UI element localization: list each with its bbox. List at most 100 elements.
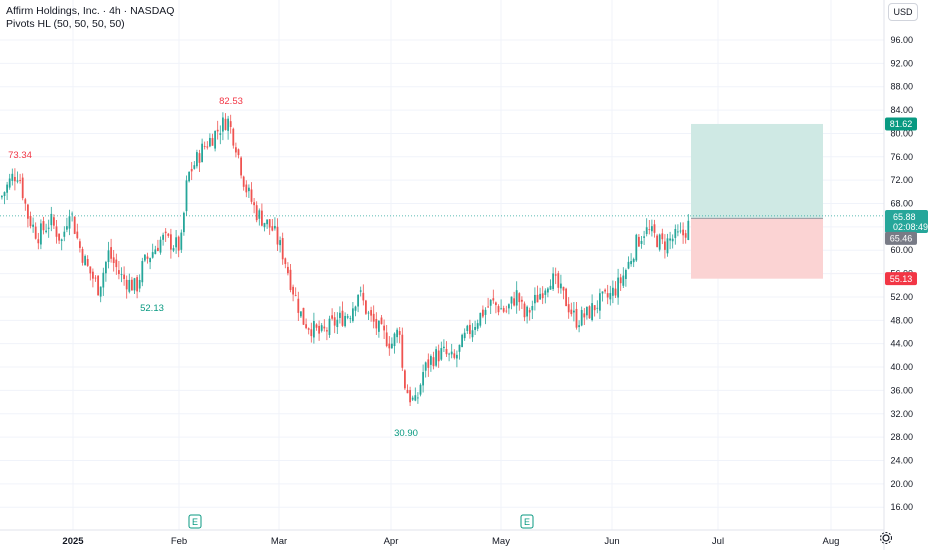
candle[interactable] xyxy=(570,302,573,317)
earnings-marker[interactable]: E xyxy=(188,514,202,529)
candle[interactable] xyxy=(120,267,123,283)
candle[interactable] xyxy=(302,307,305,325)
candle[interactable] xyxy=(445,341,448,357)
candle[interactable] xyxy=(547,287,549,298)
candle[interactable] xyxy=(406,384,409,394)
candle[interactable] xyxy=(136,274,138,299)
candle[interactable] xyxy=(253,197,255,214)
candle[interactable] xyxy=(513,291,515,307)
candle[interactable] xyxy=(232,127,235,149)
candle[interactable] xyxy=(346,313,349,320)
candle[interactable] xyxy=(177,235,180,258)
candle[interactable] xyxy=(367,310,370,321)
candle[interactable] xyxy=(656,233,658,248)
candle[interactable] xyxy=(34,222,37,240)
candle[interactable] xyxy=(81,246,84,266)
candle[interactable] xyxy=(141,257,144,287)
candle[interactable] xyxy=(497,304,500,316)
candle[interactable] xyxy=(669,231,671,250)
candle[interactable] xyxy=(528,307,531,321)
candle[interactable] xyxy=(222,112,224,141)
candle[interactable] xyxy=(469,319,471,339)
candle[interactable] xyxy=(42,216,45,235)
candle[interactable] xyxy=(391,337,393,349)
profit-zone[interactable] xyxy=(691,123,823,219)
candle[interactable] xyxy=(284,257,287,269)
candle[interactable] xyxy=(479,312,482,328)
candle[interactable] xyxy=(643,230,645,246)
candle[interactable] xyxy=(388,336,391,356)
candle[interactable] xyxy=(578,320,580,333)
gear-icon[interactable] xyxy=(879,531,893,545)
candle[interactable] xyxy=(94,275,97,282)
candle[interactable] xyxy=(250,182,253,205)
candle[interactable] xyxy=(383,319,385,340)
candle[interactable] xyxy=(591,294,593,322)
candle[interactable] xyxy=(105,260,107,282)
candle[interactable] xyxy=(53,214,55,229)
candle[interactable] xyxy=(583,307,586,326)
candle[interactable] xyxy=(580,306,583,327)
candle[interactable] xyxy=(6,181,8,201)
candle[interactable] xyxy=(292,284,294,302)
candle[interactable] xyxy=(435,346,437,368)
candle[interactable] xyxy=(133,277,136,295)
candle[interactable] xyxy=(461,333,463,348)
candle[interactable] xyxy=(110,238,112,263)
candle[interactable] xyxy=(323,319,326,332)
currency-button[interactable]: USD xyxy=(888,3,918,21)
earnings-marker[interactable]: E xyxy=(520,514,534,529)
candle[interactable] xyxy=(541,286,544,305)
candle[interactable] xyxy=(73,216,76,235)
candle[interactable] xyxy=(227,115,229,140)
candle[interactable] xyxy=(271,218,274,232)
candle[interactable] xyxy=(456,350,458,368)
candle[interactable] xyxy=(92,268,94,288)
candle[interactable] xyxy=(274,217,276,231)
candle[interactable] xyxy=(687,214,690,241)
candle[interactable] xyxy=(66,217,68,233)
candle[interactable] xyxy=(219,125,222,145)
candle[interactable] xyxy=(593,305,596,317)
candle[interactable] xyxy=(138,274,141,293)
candle[interactable] xyxy=(648,220,651,235)
candle[interactable] xyxy=(86,255,89,267)
candle[interactable] xyxy=(268,219,271,235)
candle[interactable] xyxy=(167,232,170,238)
candle[interactable] xyxy=(463,328,466,341)
candle[interactable] xyxy=(349,315,352,324)
candle[interactable] xyxy=(45,223,47,234)
candle[interactable] xyxy=(614,281,617,298)
candle[interactable] xyxy=(357,294,359,313)
candle[interactable] xyxy=(300,311,302,319)
candle[interactable] xyxy=(518,292,521,311)
candle[interactable] xyxy=(398,327,401,344)
candle[interactable] xyxy=(97,275,99,296)
candle[interactable] xyxy=(557,270,560,294)
candle[interactable] xyxy=(625,268,627,287)
candle[interactable] xyxy=(502,305,505,314)
candle[interactable] xyxy=(297,291,300,322)
candle[interactable] xyxy=(29,211,32,229)
candle[interactable] xyxy=(526,305,528,324)
candle[interactable] xyxy=(307,327,310,335)
candle[interactable] xyxy=(266,219,268,229)
candle[interactable] xyxy=(294,287,297,297)
candle[interactable] xyxy=(401,327,404,372)
candle[interactable] xyxy=(281,232,284,265)
candle[interactable] xyxy=(645,218,648,237)
candle[interactable] xyxy=(206,141,209,150)
candle[interactable] xyxy=(476,319,479,332)
candle[interactable] xyxy=(653,219,656,238)
candle[interactable] xyxy=(40,219,42,250)
candle[interactable] xyxy=(521,296,523,310)
candle[interactable] xyxy=(214,130,216,152)
candle[interactable] xyxy=(107,241,110,269)
candle[interactable] xyxy=(50,206,53,232)
candle[interactable] xyxy=(318,320,320,341)
candle[interactable] xyxy=(409,386,411,407)
candle[interactable] xyxy=(248,184,250,199)
candle[interactable] xyxy=(154,245,157,255)
candle[interactable] xyxy=(211,133,214,146)
candle[interactable] xyxy=(430,354,432,372)
